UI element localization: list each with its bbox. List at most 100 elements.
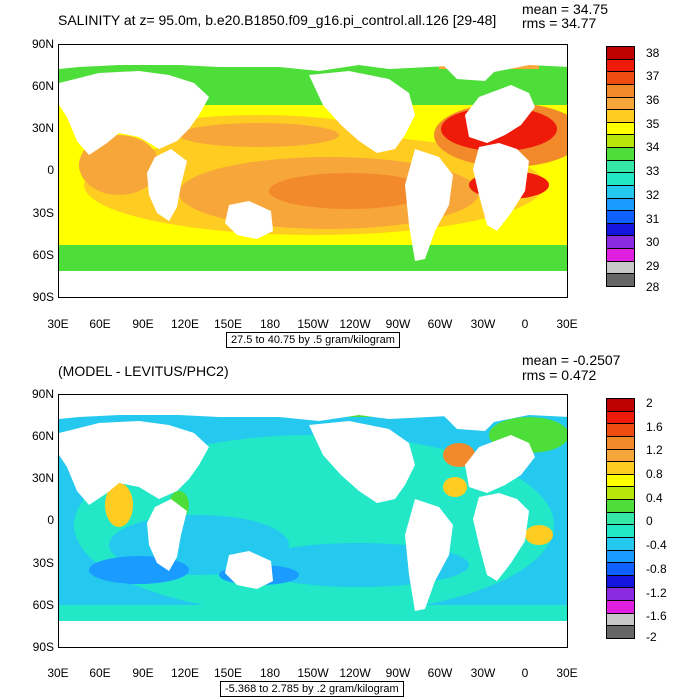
colorbar-swatch bbox=[606, 562, 635, 576]
x-label: 180 bbox=[259, 317, 281, 331]
x-label: 90W bbox=[385, 666, 411, 680]
colorbar-swatch bbox=[606, 625, 635, 639]
salinity-map[interactable] bbox=[58, 44, 568, 298]
colorbar-label: 30 bbox=[646, 235, 660, 249]
y-label: 30S bbox=[32, 206, 54, 220]
colorbar-swatch bbox=[606, 600, 635, 614]
colorbar-label: -0.4 bbox=[646, 538, 667, 552]
colorbar-swatch bbox=[606, 46, 635, 60]
colorbar-label: 0 bbox=[646, 514, 653, 528]
colorbar-label: 34 bbox=[646, 140, 660, 154]
x-label: 180 bbox=[259, 666, 281, 680]
colorbar-label: 32 bbox=[646, 188, 660, 202]
difference-range-caption: -5.368 to 2.785 by .2 gram/kilogram bbox=[220, 681, 404, 697]
colorbar-swatch bbox=[606, 536, 635, 551]
colorbar-label: 28 bbox=[646, 280, 660, 294]
y-label: 60S bbox=[32, 598, 54, 612]
colorbar-swatch bbox=[606, 398, 635, 412]
colorbar-label: 0.8 bbox=[646, 467, 663, 481]
x-label: 30E bbox=[47, 666, 69, 680]
colorbar-label: 1.2 bbox=[646, 443, 663, 457]
x-label: 30E bbox=[47, 317, 69, 331]
colorbar-swatch bbox=[606, 574, 635, 589]
y-label: 30N bbox=[31, 121, 54, 135]
difference-colorbar bbox=[606, 398, 635, 639]
x-label: 30W bbox=[470, 317, 496, 331]
colorbar-swatch bbox=[606, 587, 635, 602]
difference-panel: (MODEL - LEVITUS/PHC2) mean = -0.2507 rm… bbox=[0, 350, 700, 700]
colorbar-label: 33 bbox=[646, 164, 660, 178]
colorbar-swatch bbox=[606, 71, 635, 85]
x-label: 60E bbox=[89, 317, 111, 331]
y-label: 0 bbox=[47, 163, 54, 177]
y-label: 60S bbox=[32, 248, 54, 262]
colorbar-swatch bbox=[606, 410, 635, 425]
y-label: 90S bbox=[32, 290, 54, 304]
x-label: 150W bbox=[297, 317, 329, 331]
salinity-panel: SALINITY at z= 95.0m, b.e20.B1850.f09_g1… bbox=[31, 1, 660, 348]
colorbar-label: 36 bbox=[646, 93, 660, 107]
colorbar-label: 35 bbox=[646, 117, 660, 131]
colorbar-label: 1.6 bbox=[646, 420, 663, 434]
colorbar-label: -0.8 bbox=[646, 562, 667, 576]
x-label: 120W bbox=[339, 317, 371, 331]
colorbar-swatch bbox=[606, 83, 635, 98]
colorbar-swatch bbox=[606, 423, 635, 437]
y-label: 90S bbox=[32, 640, 54, 654]
y-label: 90N bbox=[31, 387, 54, 401]
colorbar-swatch bbox=[606, 448, 635, 463]
x-label: 120W bbox=[339, 666, 371, 680]
x-label: 60W bbox=[427, 317, 453, 331]
x-label: 120E bbox=[170, 666, 200, 680]
y-label: 30S bbox=[32, 556, 54, 570]
colorbar-swatch bbox=[606, 435, 635, 450]
colorbar-label: -1.6 bbox=[646, 609, 667, 623]
colorbar-label: 29 bbox=[646, 259, 660, 273]
x-label: 60E bbox=[89, 666, 111, 680]
colorbar-swatch bbox=[606, 109, 635, 123]
x-label: 90W bbox=[385, 317, 411, 331]
x-label: 90E bbox=[132, 666, 154, 680]
colorbar-swatch bbox=[606, 184, 635, 199]
colorbar-swatch bbox=[606, 172, 635, 186]
difference-map[interactable] bbox=[58, 394, 568, 648]
x-label: 30E bbox=[556, 317, 578, 331]
colorbar-swatch bbox=[606, 549, 635, 564]
salinity-colorbar bbox=[606, 46, 635, 287]
salinity-title: SALINITY at z= 95.0m, b.e20.B1850.f09_g1… bbox=[58, 12, 497, 28]
y-label: 60N bbox=[31, 79, 54, 93]
colorbar-swatch bbox=[606, 511, 635, 526]
salinity-rms: rms = 34.77 bbox=[522, 15, 597, 31]
colorbar-label: 2 bbox=[646, 396, 653, 410]
x-label: 0 bbox=[521, 666, 529, 680]
y-label: 90N bbox=[31, 37, 54, 51]
colorbar-swatch bbox=[606, 222, 635, 237]
x-label: 150E bbox=[213, 317, 243, 331]
colorbar-swatch bbox=[606, 473, 635, 488]
colorbar-swatch bbox=[606, 197, 635, 212]
colorbar-swatch bbox=[606, 248, 635, 262]
colorbar-label: 37 bbox=[646, 69, 660, 83]
x-label: 120E bbox=[170, 317, 200, 331]
colorbar-label: 0.4 bbox=[646, 491, 663, 505]
colorbar-swatch bbox=[606, 524, 635, 538]
difference-title: (MODEL - LEVITUS/PHC2) bbox=[58, 363, 229, 379]
colorbar-label: -2 bbox=[646, 630, 657, 644]
x-label: 150W bbox=[297, 666, 329, 680]
x-label: 90E bbox=[132, 317, 154, 331]
y-label: 30N bbox=[31, 471, 54, 485]
colorbar-label: -1.2 bbox=[646, 586, 667, 600]
x-label: 60W bbox=[427, 666, 453, 680]
colorbar-swatch bbox=[606, 58, 635, 73]
difference-rms: rms = 0.472 bbox=[522, 367, 597, 383]
colorbar-swatch bbox=[606, 486, 635, 501]
colorbar-swatch bbox=[606, 159, 635, 174]
salinity-field bbox=[59, 45, 567, 297]
colorbar-swatch bbox=[606, 612, 635, 627]
salinity-range-caption: 27.5 to 40.75 by .5 gram/kilogram bbox=[226, 332, 400, 348]
y-label: 60N bbox=[31, 429, 54, 443]
difference-mean: mean = -0.2507 bbox=[522, 352, 621, 368]
salinity-mean: mean = 34.75 bbox=[522, 1, 609, 17]
colorbar-swatch bbox=[606, 121, 635, 136]
colorbar-swatch bbox=[606, 210, 635, 224]
